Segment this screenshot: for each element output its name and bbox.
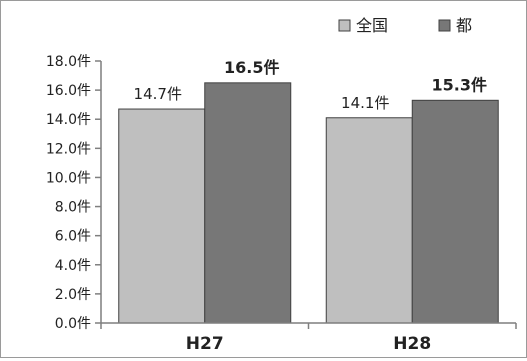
bar-H27-都 (204, 82, 292, 324)
y-tick-label: 16.0件 (46, 83, 91, 99)
y-tick-label: 4.0件 (55, 258, 91, 274)
legend-swatch (338, 19, 351, 32)
y-tick-label: 2.0件 (55, 287, 91, 303)
data-label: 16.5件 (224, 58, 279, 77)
legend-label: 都 (456, 16, 472, 35)
legend-swatch (438, 19, 451, 32)
y-tick-label: 14.0件 (46, 112, 91, 128)
y-tick-label: 18.0件 (46, 54, 91, 70)
legend: 全国 都 (338, 16, 472, 35)
bars (118, 82, 499, 324)
y-tick-label: 12.0件 (46, 141, 91, 157)
data-label: 14.7件 (134, 85, 182, 103)
data-labels: 14.7件 16.5件 14.1件 15.3件 (134, 58, 487, 112)
x-axis: H27 H28 (100, 322, 517, 354)
y-tick-label: 6.0件 (55, 229, 91, 245)
data-label: 14.1件 (341, 94, 389, 112)
x-tick-label: H28 (393, 334, 431, 354)
y-tick-label: 8.0件 (55, 200, 91, 216)
data-label: 15.3件 (432, 75, 487, 94)
bar-H27-全国 (118, 108, 206, 324)
bar-H28-都 (411, 99, 499, 324)
x-tick-label: H27 (186, 334, 224, 354)
y-tick-label: 10.0件 (46, 170, 91, 186)
bar-H28-全国 (325, 117, 413, 324)
legend-label: 全国 (356, 16, 388, 35)
y-axis: 0.0件 2.0件 4.0件 6.0件 8.0件 10.0件 12.0件 14.0件 16.0件… (46, 54, 102, 332)
y-tick-label: 0.0件 (55, 316, 91, 332)
